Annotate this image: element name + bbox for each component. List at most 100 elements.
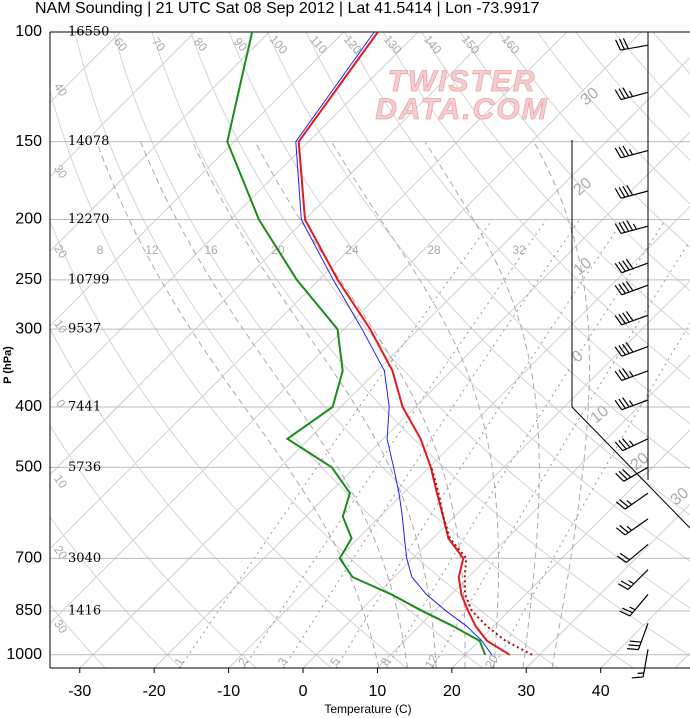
barb-feather xyxy=(614,188,622,199)
barb-staff xyxy=(620,44,649,51)
grid-line xyxy=(451,429,690,668)
moist-adiabat-label: 8 xyxy=(97,243,104,257)
dry-adiabat-label: 160 xyxy=(499,32,523,57)
barb-staff xyxy=(620,149,649,159)
barb-half xyxy=(628,580,635,585)
barb-feather xyxy=(618,187,626,198)
barb-feather xyxy=(614,89,622,100)
barb-feather xyxy=(622,221,630,232)
dry-adiabat xyxy=(267,32,690,516)
grid-line xyxy=(377,354,690,668)
height-label: 12270 xyxy=(68,212,109,227)
x-tick-label: 10 xyxy=(369,683,387,700)
dry-adiabat xyxy=(652,32,690,75)
background xyxy=(50,32,690,668)
grid-line xyxy=(525,503,690,668)
mixing-ratio-line xyxy=(243,219,547,668)
grid-line xyxy=(153,131,690,668)
barb-half xyxy=(629,606,636,611)
wind-barb xyxy=(614,397,649,411)
barb-staff xyxy=(621,346,649,357)
moist-adiabat xyxy=(140,141,408,668)
y-tick-label: 200 xyxy=(15,211,42,228)
height-label: 10799 xyxy=(68,272,109,287)
barb-feather xyxy=(615,39,621,51)
barb-staff xyxy=(621,399,649,411)
right-label: 10 xyxy=(588,402,613,427)
moist-adiabat xyxy=(331,141,499,668)
y-tick-label: 250 xyxy=(15,271,42,288)
barb-feather xyxy=(621,607,633,614)
x-axis-label: Temperature (C) xyxy=(324,702,411,716)
barb-feather xyxy=(618,439,627,450)
barb-feather xyxy=(619,524,629,534)
barb-feather xyxy=(625,281,634,292)
barb-feather xyxy=(622,145,630,157)
barb-feather xyxy=(622,368,630,379)
isotherm xyxy=(50,32,121,104)
moist-adiabat-label: 12 xyxy=(145,243,159,257)
barb-feather xyxy=(614,263,623,274)
barb-staff xyxy=(622,438,649,452)
left-label: 30 xyxy=(51,162,70,181)
mixing-ratio-label: 2 xyxy=(235,655,251,668)
barb-feather xyxy=(618,261,626,272)
moist-adiabat xyxy=(533,141,590,668)
barb-feather xyxy=(622,260,630,271)
barb-staff xyxy=(620,91,649,101)
grid-line xyxy=(302,280,690,668)
isotherm xyxy=(50,32,196,178)
moist-adiabat-label: 24 xyxy=(345,243,359,257)
barb-staff xyxy=(621,314,649,326)
dry-adiabat-label: 110 xyxy=(307,33,330,57)
watermark: TWISTER xyxy=(388,65,537,98)
y-tick-label: 400 xyxy=(15,398,42,415)
barb-feather xyxy=(619,499,629,508)
profile-line xyxy=(226,31,487,656)
x-tick-label: -20 xyxy=(143,683,166,700)
profile-line xyxy=(297,31,511,656)
dry-adiabat xyxy=(50,424,257,668)
left-label: 40 xyxy=(51,80,70,99)
x-tick-label: 20 xyxy=(443,683,461,700)
barb-half xyxy=(632,223,637,230)
barb-feather xyxy=(620,580,632,588)
barb-feather xyxy=(618,88,626,99)
barb-feather xyxy=(622,312,630,323)
barb-staff xyxy=(623,466,649,482)
isotherm xyxy=(50,32,568,550)
barb-feather xyxy=(615,501,626,510)
mixing-ratio-line xyxy=(179,219,494,668)
y-axis-label: P (hPa) xyxy=(2,346,14,384)
isotherm xyxy=(50,32,642,625)
mixing-ratio-line xyxy=(386,219,667,668)
dry-adiabat xyxy=(189,32,690,609)
wind-barb xyxy=(615,518,649,536)
wind-barb xyxy=(614,342,649,357)
profile-line xyxy=(295,31,493,656)
barb-staff xyxy=(620,190,649,199)
height-label: 7441 xyxy=(68,399,101,414)
moist-adiabat-label: 28 xyxy=(427,243,441,257)
y-tick-label: 700 xyxy=(15,550,42,567)
right-label: 10 xyxy=(571,254,596,279)
barb-feather xyxy=(625,258,634,269)
barb-feather xyxy=(618,146,626,158)
barb-feather xyxy=(618,38,625,50)
barb-feather xyxy=(622,87,630,98)
barb-staff xyxy=(621,284,649,296)
dry-adiabat xyxy=(50,219,408,668)
watermark: DATA.COM xyxy=(375,93,548,126)
mixing-ratio-label: 1 xyxy=(171,655,187,668)
barb-feather xyxy=(622,343,630,354)
left-label: 0 xyxy=(53,397,68,411)
isotherm xyxy=(50,32,419,401)
wind-barb xyxy=(614,184,649,199)
y-tick-label: 850 xyxy=(15,602,42,619)
barb-staff xyxy=(637,623,649,650)
barb-feather xyxy=(614,315,623,326)
wind-barb xyxy=(618,569,649,591)
barb-feather xyxy=(618,583,629,591)
wind-barb xyxy=(614,145,649,159)
